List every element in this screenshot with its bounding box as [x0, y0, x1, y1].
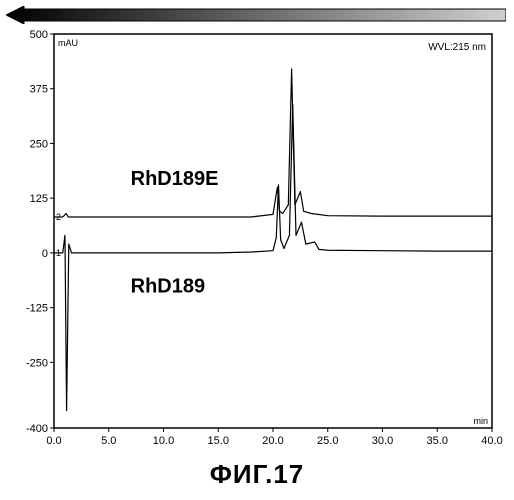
series-label: RhD189 — [131, 275, 205, 297]
x-tick-label: 25.0 — [317, 435, 338, 447]
y-tick-label: 125 — [30, 193, 48, 205]
y-tick-label: 500 — [30, 29, 48, 41]
y-tick-label: -400 — [26, 423, 48, 435]
chart-svg: -400 -250 -125 0 125 250 375 500 mAU 0.0 5.0 10.0 15… — [10, 28, 504, 458]
wvl-label: WVL:215 nm — [428, 42, 486, 53]
x-tick-label: 30.0 — [372, 435, 393, 447]
arrow-polygon — [6, 6, 506, 24]
x-tick-label: 35.0 — [427, 435, 448, 447]
x-tick-label: 20.0 — [262, 435, 283, 447]
y-tick-label: -125 — [26, 303, 48, 315]
y-tick-label: 375 — [30, 84, 48, 96]
x-tick-label: 5.0 — [101, 435, 116, 447]
x-unit-label: min — [473, 416, 488, 426]
chart-area: -400 -250 -125 0 125 250 375 500 mAU 0.0 5.0 10.0 15… — [10, 28, 504, 458]
y-tick-label: -250 — [26, 357, 48, 369]
y-tick-label: 0 — [42, 248, 48, 260]
x-tick-label: 40.0 — [481, 435, 502, 447]
chart-bg — [10, 28, 504, 458]
x-tick-label: 0.0 — [46, 435, 61, 447]
y-unit-label: mAU — [58, 38, 78, 48]
y-tick-label: 250 — [30, 138, 48, 150]
top-arrow — [6, 6, 506, 24]
x-tick-label: 10.0 — [153, 435, 174, 447]
figure-caption: ФИГ.17 — [0, 459, 514, 490]
x-tick-label: 15.0 — [208, 435, 229, 447]
top-arrow-svg — [6, 6, 506, 24]
series-label: RhD189E — [131, 168, 219, 190]
figure-root: -400 -250 -125 0 125 250 375 500 mAU 0.0 5.0 10.0 15… — [0, 0, 514, 500]
